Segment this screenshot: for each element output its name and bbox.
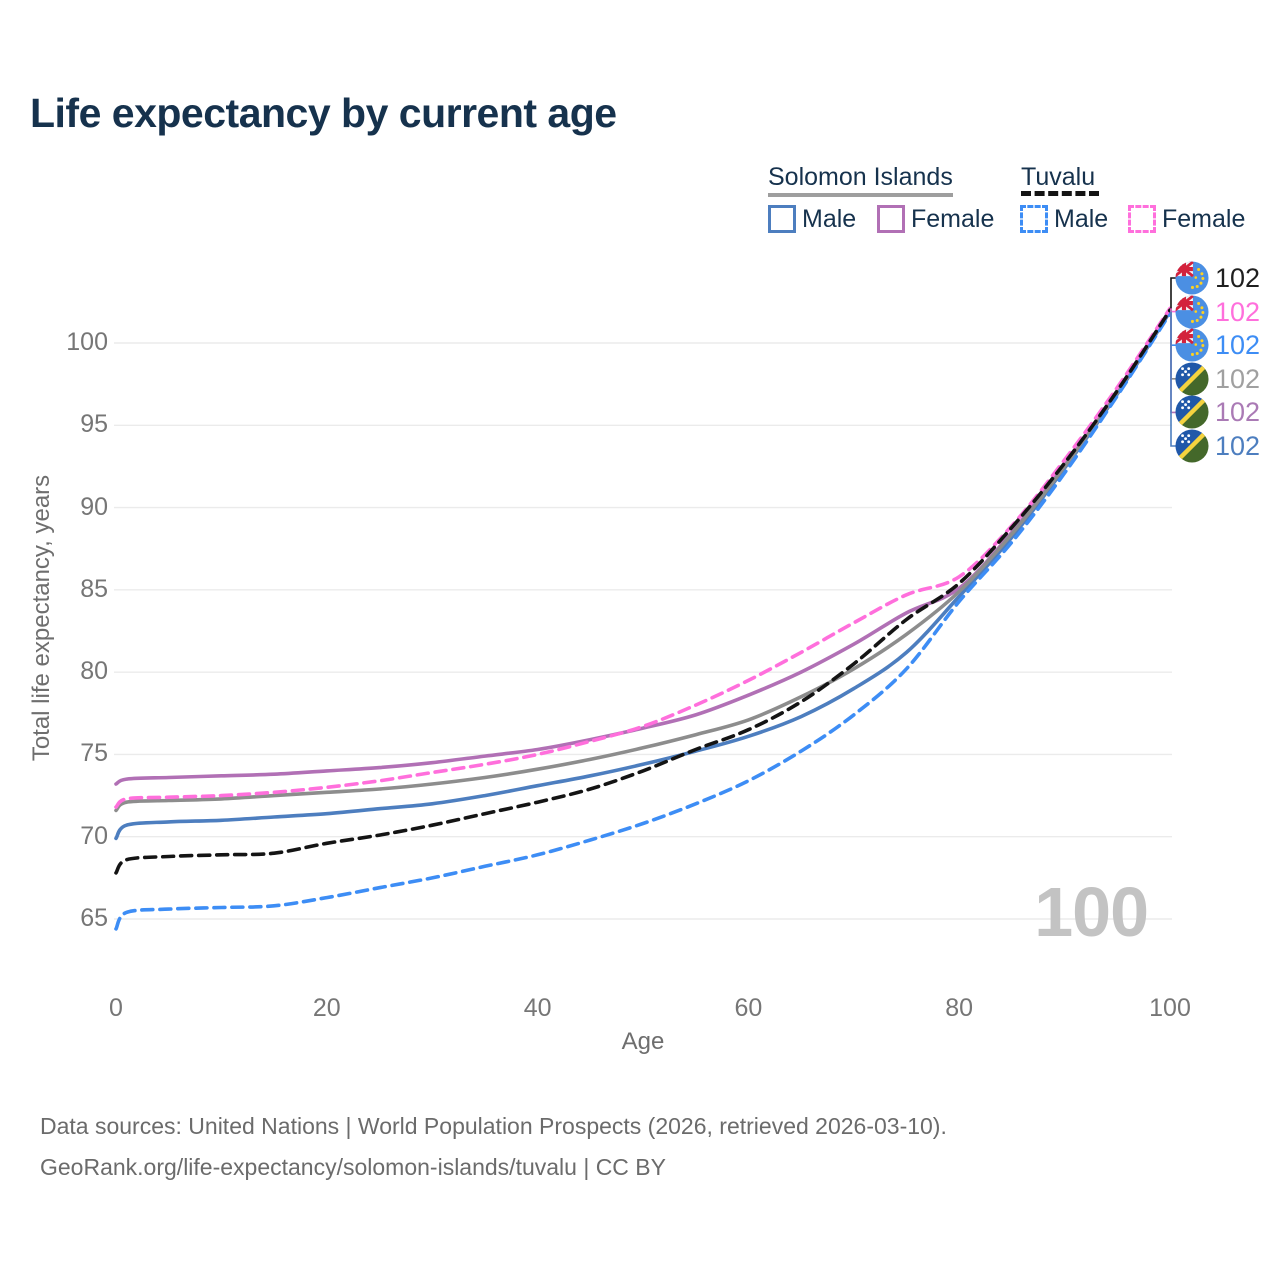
legend-swatch — [1128, 205, 1156, 233]
footer: Data sources: United Nations | World Pop… — [40, 1106, 947, 1188]
legend-swatch — [877, 205, 905, 233]
x-tick-0: 0 — [109, 994, 123, 1022]
y-axis-title: Total life expectancy, years — [28, 474, 55, 762]
legend-swatch — [768, 205, 796, 233]
legend-swatch — [1020, 205, 1048, 233]
series-line-tuvalu-both[interactable] — [114, 308, 1172, 875]
tuvalu-flag-icon — [1175, 328, 1209, 362]
series-line-solomon-female[interactable] — [114, 308, 1172, 786]
end-value-tuvalu-both: 102 — [1215, 263, 1261, 293]
y-tick-70: 70 — [80, 821, 108, 850]
end-value-solomon-both: 102 — [1215, 363, 1261, 394]
end-label-row-solomon-female: 102 — [1175, 395, 1260, 429]
legend-rule-tuvalu-dashed — [1021, 191, 1099, 196]
x-tick-80: 80 — [945, 994, 974, 1022]
end-label-row-solomon-both: 102 — [1175, 362, 1260, 396]
series-line-solomon-male[interactable] — [114, 309, 1172, 841]
legend-item-label: Male — [802, 204, 857, 233]
legend-item-label: Female — [911, 204, 995, 233]
x-tick-60: 60 — [734, 994, 763, 1022]
footer-attribution-link[interactable]: GeoRank.org/life-expectancy/solomon-isla… — [40, 1154, 666, 1180]
leader-line-tuvalu-both — [1170, 277, 1177, 311]
leader-line-solomon-male — [1170, 311, 1177, 447]
series-line-solomon-both[interactable] — [114, 308, 1172, 813]
end-label-row-solomon-male: 102 — [1175, 429, 1260, 463]
x-tick-40: 40 — [523, 994, 552, 1022]
end-value-solomon-female: 102 — [1215, 397, 1261, 428]
series-line-tuvalu-female[interactable] — [114, 306, 1172, 809]
end-label-row-tuvalu-female: 102 — [1175, 295, 1260, 329]
end-value-tuvalu-female: 102 — [1215, 296, 1261, 327]
solomon-flag-icon — [1175, 395, 1209, 429]
series-line-tuvalu-male[interactable] — [114, 311, 1172, 931]
x-tick-100: 100 — [1149, 994, 1191, 1022]
legend-group-solomon-islands: Solomon Islands — [768, 163, 953, 191]
end-label-row-tuvalu-male: 102 — [1175, 328, 1260, 362]
x-tick-20: 20 — [312, 994, 341, 1022]
legend-item-tuvalu-male[interactable]: Male — [1020, 204, 1108, 234]
legend-item-solomon-islands-female[interactable]: Female — [877, 204, 994, 234]
legend-item-solomon-islands-male[interactable]: Male — [768, 204, 856, 234]
solomon-flag-icon — [1175, 429, 1209, 463]
legend-rule-solomon-solid — [768, 193, 953, 197]
legend-item-tuvalu-female[interactable]: Female — [1128, 204, 1245, 234]
tuvalu-flag-icon — [1175, 295, 1209, 329]
y-tick-65: 65 — [80, 903, 108, 932]
end-label-row-tuvalu-both: 102 — [1175, 261, 1260, 295]
end-value-solomon-male: 102 — [1215, 431, 1261, 461]
x-axis-title: Age — [621, 1028, 665, 1055]
y-tick-90: 90 — [80, 492, 108, 521]
y-tick-85: 85 — [80, 574, 108, 603]
tuvalu-flag-icon — [1175, 261, 1209, 295]
footer-data-sources: Data sources: United Nations | World Pop… — [40, 1113, 947, 1139]
end-value-tuvalu-male: 102 — [1215, 330, 1261, 361]
age-counter-watermark: 100 — [1034, 873, 1149, 951]
y-tick-100: 100 — [66, 328, 108, 356]
y-tick-95: 95 — [80, 410, 108, 439]
y-tick-75: 75 — [80, 739, 108, 768]
legend-item-label: Male — [1054, 204, 1109, 233]
solomon-flag-icon — [1175, 362, 1209, 396]
legend-group-tuvalu: Tuvalu — [1021, 163, 1096, 191]
legend-item-label: Female — [1162, 204, 1246, 233]
page-title: Life expectancy by current age — [30, 90, 617, 136]
y-tick-80: 80 — [80, 657, 108, 686]
